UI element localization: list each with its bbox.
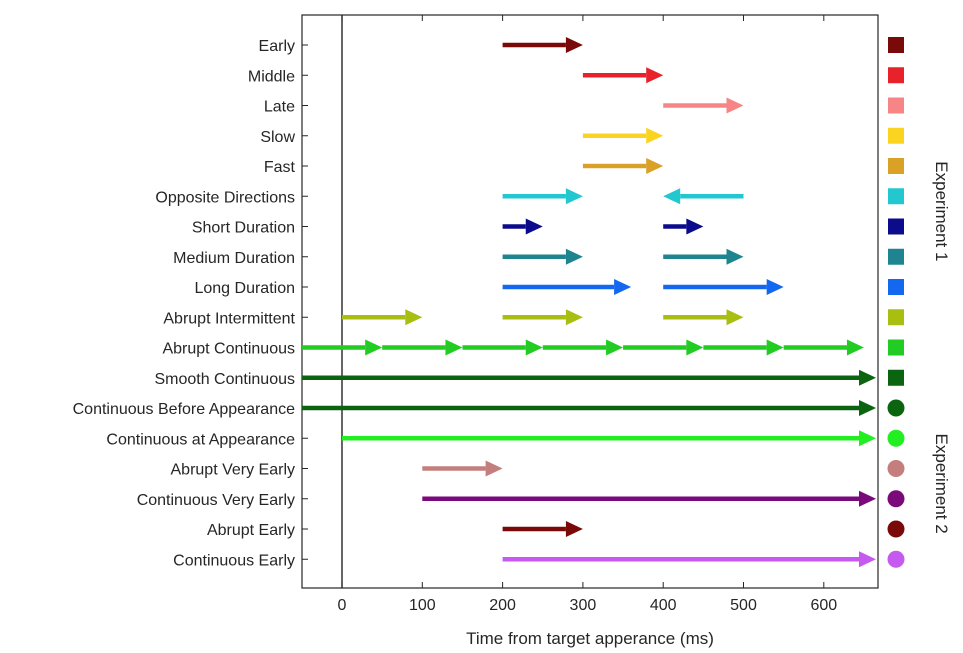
legend-circle-marker bbox=[887, 460, 905, 477]
x-tick-label: 500 bbox=[730, 597, 757, 614]
arrow-head bbox=[858, 490, 876, 507]
y-tick-label: Continuous Early bbox=[173, 552, 295, 569]
y-tick-label: Medium Duration bbox=[173, 250, 295, 267]
condition-row: Opposite Directions bbox=[155, 188, 904, 206]
arrow-head bbox=[726, 97, 744, 114]
arrow-head bbox=[663, 188, 681, 205]
arrow-head bbox=[565, 248, 583, 265]
arrow-head bbox=[525, 339, 543, 356]
arrow-head bbox=[766, 339, 784, 356]
legend-square-marker bbox=[888, 309, 904, 326]
condition-row: Medium Duration bbox=[173, 248, 904, 267]
condition-row: Late bbox=[264, 97, 904, 116]
legend-square-marker bbox=[888, 248, 904, 265]
condition-row: Continuous at Appearance bbox=[106, 429, 905, 448]
arrow-head bbox=[565, 309, 583, 326]
legend-circle-marker bbox=[887, 520, 905, 538]
experiment-label: Experiment 2 bbox=[932, 434, 951, 534]
x-tick-label: 100 bbox=[409, 597, 436, 614]
legend-circle-marker bbox=[887, 399, 905, 417]
y-tick-label: Slow bbox=[260, 129, 295, 146]
condition-row: Fast bbox=[264, 158, 904, 176]
legend-square-marker bbox=[888, 279, 904, 295]
y-tick-label: Continuous at Appearance bbox=[106, 431, 295, 448]
legend-square-marker bbox=[888, 218, 904, 235]
legend-square-marker bbox=[888, 369, 904, 386]
legend-square-marker bbox=[888, 97, 904, 114]
y-tick-label: Opposite Directions bbox=[155, 189, 295, 206]
arrow-head bbox=[485, 460, 503, 477]
condition-row: Slow bbox=[260, 127, 904, 146]
condition-row: Abrupt Very Early bbox=[171, 460, 905, 479]
arrow-head bbox=[365, 339, 383, 356]
y-tick-label: Fast bbox=[264, 159, 296, 176]
y-tick-label: Short Duration bbox=[192, 220, 295, 237]
experiment-labels: Experiment 1 Experiment 2 bbox=[932, 161, 951, 533]
condition-row: Abrupt Intermittent bbox=[163, 309, 904, 327]
condition-row: Continuous Before Appearance bbox=[73, 399, 905, 418]
condition-row: Smooth Continuous bbox=[154, 369, 904, 388]
condition-row: Abrupt Early bbox=[207, 520, 905, 539]
arrow-head bbox=[858, 400, 876, 416]
legend-circle-marker bbox=[887, 490, 905, 508]
legend-square-marker bbox=[888, 37, 904, 53]
y-tick-label: Late bbox=[264, 99, 295, 116]
arrow-head bbox=[646, 67, 664, 84]
arrow-head bbox=[726, 309, 744, 326]
experiment-label: Experiment 1 bbox=[932, 161, 951, 261]
x-tick-label: 400 bbox=[650, 597, 677, 614]
x-tick-label: 0 bbox=[338, 597, 347, 614]
y-tick-label: Abrupt Intermittent bbox=[163, 310, 295, 327]
y-tick-label: Smooth Continuous bbox=[154, 371, 295, 388]
y-tick-label: Abrupt Early bbox=[207, 522, 295, 539]
condition-row: Middle bbox=[248, 67, 904, 85]
legend-circle-marker bbox=[887, 550, 905, 568]
arrow-head bbox=[445, 339, 463, 356]
x-axis: 0 100 200 300 400 500 600 bbox=[338, 15, 837, 614]
y-tick-label: Continuous Before Appearance bbox=[73, 401, 295, 418]
arrow-head bbox=[766, 279, 784, 295]
arrow-head bbox=[614, 279, 632, 295]
arrow-head bbox=[846, 339, 864, 356]
arrow-head bbox=[525, 218, 543, 235]
x-tick-label: 300 bbox=[570, 597, 597, 614]
condition-row: Long Duration bbox=[194, 279, 904, 297]
condition-row: Abrupt Continuous bbox=[162, 339, 904, 358]
x-axis-label: Time from target apperance (ms) bbox=[466, 629, 714, 648]
y-tick-label: Middle bbox=[248, 68, 295, 85]
arrow-head bbox=[686, 339, 704, 356]
y-tick-label: Long Duration bbox=[194, 280, 295, 297]
y-tick-label: Abrupt Very Early bbox=[171, 462, 296, 479]
legend-square-marker bbox=[888, 339, 904, 356]
legend-square-marker bbox=[888, 158, 904, 174]
plot-area bbox=[301, 14, 879, 589]
condition-row: Short Duration bbox=[192, 218, 904, 237]
condition-row: Continuous Very Early bbox=[137, 490, 905, 509]
legend-square-marker bbox=[888, 188, 904, 205]
arrow-head bbox=[686, 218, 704, 235]
legend-square-marker bbox=[888, 127, 904, 144]
arrow-head bbox=[565, 188, 583, 205]
legend-square-marker bbox=[888, 67, 904, 84]
y-tick-label: Abrupt Continuous bbox=[162, 341, 295, 358]
arrow-head bbox=[565, 521, 583, 537]
condition-row: Early bbox=[259, 37, 904, 55]
x-tick-label: 200 bbox=[489, 597, 516, 614]
arrow-head bbox=[646, 158, 664, 174]
arrow-head bbox=[606, 339, 624, 356]
arrow-head bbox=[858, 430, 876, 447]
y-tick-label: Continuous Very Early bbox=[137, 492, 295, 509]
x-tick-label: 600 bbox=[810, 597, 837, 614]
arrow-head bbox=[858, 369, 876, 386]
legend-circle-marker bbox=[887, 429, 905, 447]
condition-rows: Early Middle Late Slow Fast Opposite Directio… bbox=[73, 37, 905, 569]
arrow-head bbox=[646, 127, 664, 144]
y-tick-label: Early bbox=[259, 38, 295, 55]
condition-row: Continuous Early bbox=[173, 550, 905, 569]
arrow-head bbox=[405, 309, 423, 326]
arrow-head bbox=[565, 37, 583, 53]
arrow-head bbox=[726, 248, 744, 265]
arrow-head bbox=[858, 551, 876, 568]
